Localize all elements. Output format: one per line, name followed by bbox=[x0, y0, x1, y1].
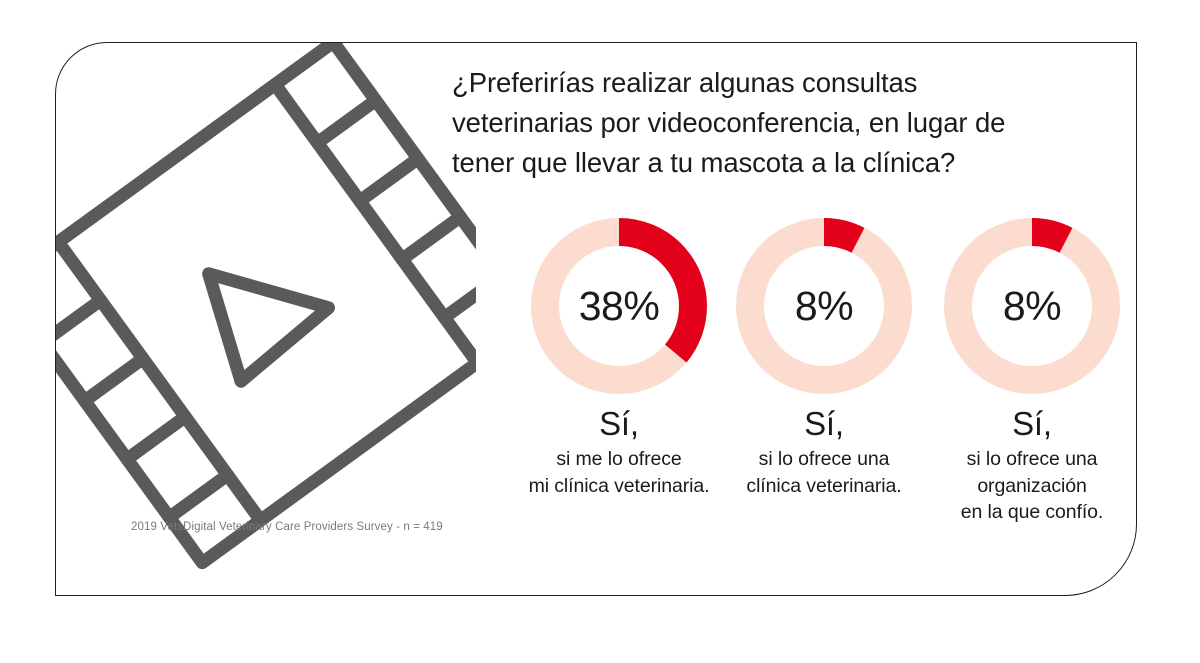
donut-svg-2 bbox=[736, 218, 912, 394]
video-filmstrip-icon bbox=[56, 43, 476, 570]
sprocket-divider bbox=[353, 152, 425, 208]
donut-caption-1: Sí, si me lo ofrece mi clínica veterinar… bbox=[504, 404, 734, 499]
caption-sub-3-line-2: organización bbox=[977, 474, 1087, 497]
caption-sub-1-line-1: si me lo ofrece bbox=[556, 448, 682, 470]
donut-arc-1 bbox=[531, 218, 707, 394]
caption-sub-3-line-1: si lo ofrece una bbox=[966, 448, 1098, 470]
donut-chart-2: 8% bbox=[736, 218, 912, 394]
caption-lead-3: Sí, bbox=[1012, 405, 1052, 442]
donut-chart-1: 38% bbox=[531, 218, 707, 394]
donut-group-1: 38% Sí, si me lo ofrece mi clínica veter… bbox=[514, 218, 724, 499]
headline-line-3: tener que llevar a tu mascota a la clíni… bbox=[452, 147, 956, 178]
caption-sub-3: si lo ofrece una organización en la que … bbox=[917, 446, 1136, 526]
caption-lead-1: Sí, bbox=[599, 405, 639, 442]
headline-line-2: veterinarias por videoconferencia, en lu… bbox=[452, 107, 1006, 138]
content-column: ¿Preferirías realizar algunas consultas … bbox=[452, 63, 1120, 577]
donut-value-3: 8% bbox=[1002, 282, 1062, 329]
donut-chart-row: 38% Sí, si me lo ofrece mi clínica veter… bbox=[452, 218, 1120, 526]
donut-svg-1 bbox=[531, 218, 707, 394]
caption-sub-1-line-2: mi clínica veterinaria. bbox=[528, 474, 710, 497]
filmstrip-rail-left bbox=[56, 235, 267, 527]
caption-sub-1: si me lo ofrece mi clínica veterinaria. bbox=[504, 446, 734, 499]
donut-group-3: 8% Sí, si lo ofrece una organización en … bbox=[927, 218, 1136, 526]
donut-arc-3 bbox=[944, 218, 1120, 394]
video-filmstrip-illustration bbox=[56, 43, 476, 595]
donut-value-1: 38% bbox=[578, 282, 660, 329]
caption-sub-2: si lo ofrece una clínica veterinaria. bbox=[709, 446, 939, 499]
donut-caption-3: Sí, si lo ofrece una organización en la … bbox=[917, 404, 1136, 526]
headline-line-1: ¿Preferirías realizar algunas consultas bbox=[452, 67, 918, 98]
donut-caption-2: Sí, si lo ofrece una clínica veterinaria… bbox=[709, 404, 939, 499]
donut-arc-2 bbox=[736, 218, 912, 394]
filmstrip-body bbox=[56, 43, 476, 570]
donut-svg-3 bbox=[944, 218, 1120, 394]
sprocket-divider bbox=[120, 410, 192, 466]
donut-value-2: 8% bbox=[794, 282, 854, 329]
filmstrip-rail-right bbox=[268, 77, 476, 370]
play-triangle-icon bbox=[202, 267, 336, 388]
caption-sub-2-line-2: clínica veterinaria. bbox=[746, 474, 902, 497]
page-title: ¿Preferirías realizar algunas consultas … bbox=[452, 63, 1092, 183]
caption-lead-2: Sí, bbox=[804, 405, 844, 442]
sprocket-divider bbox=[56, 293, 108, 350]
sprocket-divider bbox=[310, 93, 383, 150]
sprocket-divider bbox=[78, 352, 150, 408]
infographic-card: ¿Preferirías realizar algunas consultas … bbox=[55, 42, 1137, 596]
caption-sub-2-line-1: si lo ofrece una bbox=[758, 448, 890, 470]
donut-chart-3: 8% bbox=[944, 218, 1120, 394]
source-note: 2019 VetsDigital Veterinary Care Provide… bbox=[131, 521, 443, 533]
sprocket-divider bbox=[162, 468, 235, 524]
donut-group-2: 8% Sí, si lo ofrece una clínica veterina… bbox=[719, 218, 929, 499]
caption-sub-3-line-3: en la que confío. bbox=[960, 501, 1104, 523]
